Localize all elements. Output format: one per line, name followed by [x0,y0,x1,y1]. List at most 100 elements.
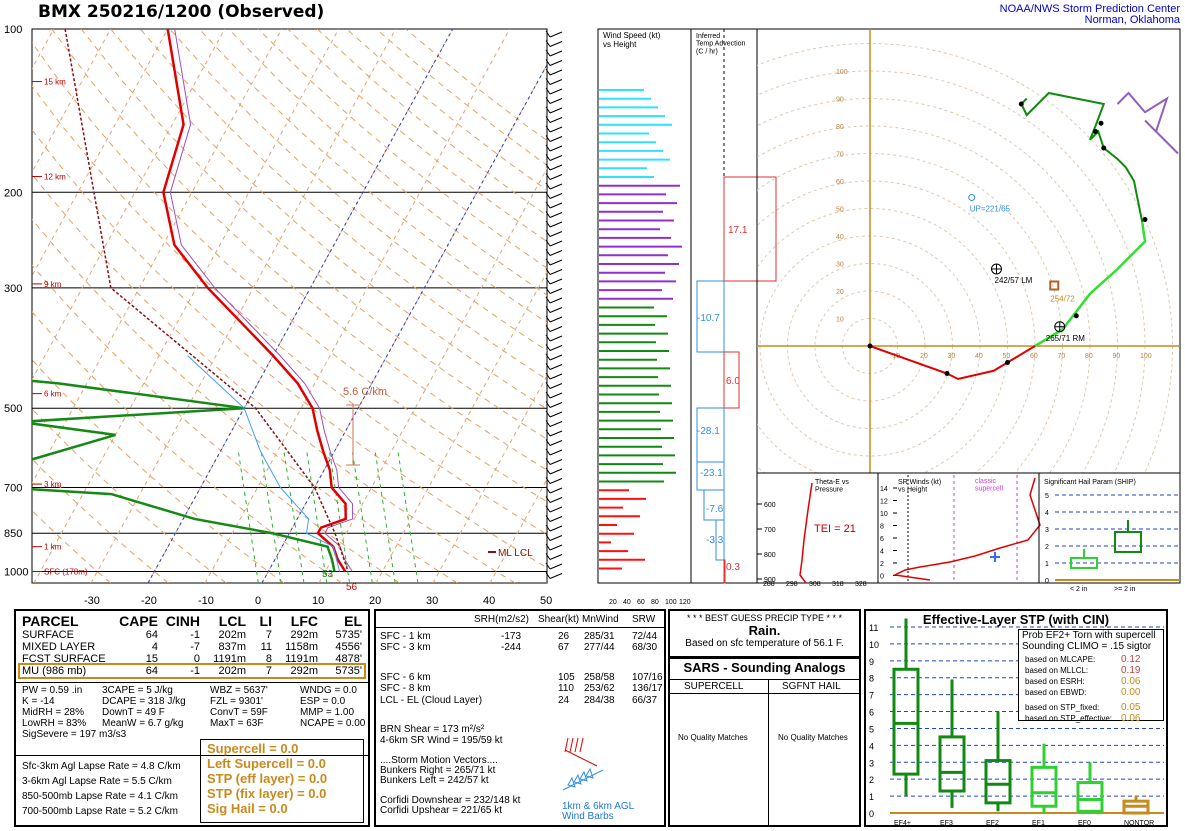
stp-category: EF0 [1078,820,1091,827]
wind-barb-flag [545,353,551,361]
mixing-ratio [283,451,305,583]
temp-adv-bar [723,351,740,409]
temp-adv-value: -23.1 [700,468,723,479]
wind-barb-flag [545,144,551,152]
wind-barb [549,459,563,465]
wind-barb [549,487,563,494]
hdr-parcel: PARCEL [22,613,79,629]
precip-value: Rain. [748,623,781,638]
sounding-title: BMX 250216/1200 (Observed) [38,2,325,22]
lapse-label: 5.6 C/km [343,386,387,398]
wind-barb-flag [545,49,551,57]
sars-title: SARS - Sounding Analogs [683,660,846,675]
hodo-mean-label: 254/72 [1050,295,1075,304]
isotherm [489,478,547,583]
srwind-title: SR Winds (kt) vs Height [898,479,941,494]
stp-box [892,667,920,776]
wind-barb-flag [545,439,551,446]
cell: 7 [265,629,272,641]
wind-barb [549,316,563,323]
temp-adv-bar [715,519,725,561]
wind-speed-tick: 60 [637,599,645,606]
kin-cell: 258/58 [584,672,615,683]
wind-barb [549,278,563,285]
wind-barb-flag [545,277,551,285]
dry-adiabat [32,129,547,569]
wind-barb-flag [545,391,551,399]
dry-adiabat [32,359,285,583]
wind-barb [549,506,563,513]
dry-adiabat [375,29,547,166]
hodo-height-marker [867,343,873,349]
wind-barb-flag [545,40,551,47]
ship-xlabel: < 2 in [1070,586,1087,593]
sfc-dewpoint-label: 53 [322,569,334,580]
barb-caption: 1km & 6km AGL Wind Barbs [562,802,634,822]
pressure-tick: 500 [4,403,22,415]
wind-barb-flag [545,296,551,304]
wind-barb-flag [545,258,551,266]
param: WBZ = 5637' [210,685,268,696]
stp-ytick: 2 [869,775,874,785]
sars-hail-nomatch: No Quality Matches [778,733,848,742]
stp-based-label: based on ESRH: [1025,677,1085,686]
dewpoint-profile [32,379,336,572]
wind-barb [549,145,563,152]
dry-adiabat [32,218,458,583]
temp-adv-value: 0.3 [726,562,740,573]
wind-barb-flag [545,505,551,513]
temp-adv-bar [723,559,726,584]
stp-based-value: 0.06 [1121,676,1141,687]
sfc-6km-barb-pennant [579,770,588,782]
height-label: 1 km [44,543,62,552]
hdr-el: EL [344,613,362,629]
hodo-ring-label-x: 60 [1030,353,1038,360]
wind-barb [549,440,563,446]
cell: 837m [218,641,246,653]
cell: 4878' [335,653,362,665]
lapse-rate: Sfc-3km Agl Lapse Rate = 4.8 C/km [22,761,181,772]
wind-barb-flag [545,477,551,484]
stp-category: EF3 [940,820,953,827]
wind-barb-flag [545,372,551,380]
composite-box: Supercell = 0.0 Left Supercell = 0.0 STP… [200,739,364,823]
hodo-height-marker [1073,313,1079,319]
dry-adiabat [198,29,547,324]
hodo-ring-label-y: 70 [836,152,844,159]
wind-barb-flag [545,68,551,76]
param: MaxT = 63F [210,718,264,729]
pressure-tick: 850 [4,528,22,540]
wind-barb [549,126,563,133]
stp-title: Effective-Layer STP (with CIN) [922,612,1110,627]
barb-caption-2: Wind Barbs [562,811,614,822]
kin-cell: SFC - 3 km [380,642,431,653]
srwind-ytick: 2 [880,561,884,568]
kin-cell: -173 [501,631,522,642]
ship-ytick: 4 [1045,510,1049,517]
wind-barb-flag [545,410,551,418]
isotherm [546,581,547,583]
wind-barb-flag [545,173,551,180]
hdr-li: LI [259,613,272,629]
hodo-lm-label: 242/57 LM [995,276,1033,285]
ship-ytick: 5 [1045,493,1049,500]
stp-ytick: 1 [869,792,874,802]
parcel-trace [64,29,349,572]
wind-speed-title: Wind Speed (kt) vs Height [603,31,661,49]
wind-barb [549,411,563,418]
wind-barb-flag [545,401,551,408]
cell: 5735' [335,665,362,677]
theta-e-profile [799,482,813,584]
skewt-plot [32,29,547,583]
cell: 7 [265,665,272,677]
bunkers-right: Bunkers Right = 265/71 kt [380,765,496,776]
kin-cell: 285/31 [584,631,615,642]
cell: MIXED LAYER [22,641,96,653]
kin-cell: 66/37 [632,695,658,706]
wind-barb [549,88,563,95]
hodo-upshear [968,194,976,201]
pressure-tick: 300 [4,283,22,295]
height-label: 12 km [44,172,66,181]
wind-speed-tick: 80 [651,599,659,606]
temp-tick: -20 [141,595,157,607]
